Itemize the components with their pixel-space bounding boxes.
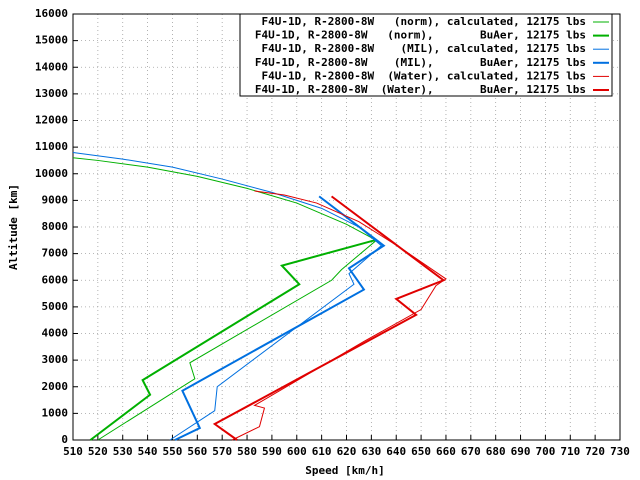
- x-tick-label: 590: [262, 445, 282, 458]
- data-line: [212, 195, 446, 441]
- y-tick-label: 0: [61, 433, 68, 446]
- x-tick-label: 670: [461, 445, 481, 458]
- x-tick-label: 540: [138, 445, 158, 458]
- y-tick-label: 8000: [42, 220, 69, 233]
- x-tick-label: 620: [337, 445, 357, 458]
- legend-label: F4U-1D, R-2800-8W (norm), calculated, 12…: [261, 15, 586, 28]
- y-axis-label: Altitude [km]: [7, 184, 20, 270]
- x-tick-label: 580: [237, 445, 257, 458]
- y-tick-label: 15000: [35, 34, 68, 47]
- x-tick-label: 560: [187, 445, 207, 458]
- y-tick-label: 5000: [42, 300, 69, 313]
- x-axis-label: Speed [km/h]: [305, 464, 384, 477]
- data-line: [89, 238, 377, 441]
- y-tick-label: 12000: [35, 114, 68, 127]
- data-line: [174, 195, 386, 441]
- y-tick-label: 9000: [42, 193, 69, 206]
- legend-label: F4U-1D, R-2800-8W (MIL), BuAer, 12175 lb…: [255, 56, 586, 69]
- y-tick-label: 6000: [42, 273, 69, 286]
- x-tick-label: 630: [361, 445, 381, 458]
- y-tick-label: 4000: [42, 327, 69, 340]
- x-tick-label: 720: [585, 445, 605, 458]
- x-tick-label: 660: [436, 445, 456, 458]
- data-line: [72, 157, 378, 441]
- data-line: [231, 190, 447, 441]
- y-tick-label: 11000: [35, 140, 68, 153]
- x-tick-label: 730: [610, 445, 630, 458]
- y-tick-label: 1000: [42, 406, 69, 419]
- legend-label: F4U-1D, R-2800-8W (norm), BuAer, 12175 l…: [255, 29, 586, 42]
- x-tick-label: 530: [113, 445, 133, 458]
- x-tick-label: 510: [63, 445, 83, 458]
- x-tick-label: 650: [411, 445, 431, 458]
- y-tick-label: 2000: [42, 380, 69, 393]
- legend-label: F4U-1D, R-2800-8W (Water), BuAer, 12175 …: [255, 83, 586, 96]
- y-tick-label: 16000: [35, 7, 68, 20]
- legend-label: F4U-1D, R-2800-8W (MIL), calculated, 121…: [261, 42, 586, 55]
- x-tick-label: 690: [511, 445, 531, 458]
- y-tick-label: 10000: [35, 167, 68, 180]
- x-tick-label: 680: [486, 445, 506, 458]
- x-tick-label: 700: [535, 445, 555, 458]
- y-tick-label: 3000: [42, 353, 69, 366]
- data-line: [72, 151, 383, 441]
- x-tick-label: 640: [386, 445, 406, 458]
- y-tick-label: 14000: [35, 60, 68, 73]
- legend-box: [239, 13, 613, 97]
- x-tick-label: 520: [88, 445, 108, 458]
- x-tick-label: 600: [287, 445, 307, 458]
- x-tick-label: 610: [312, 445, 332, 458]
- x-tick-label: 550: [163, 445, 183, 458]
- y-tick-label: 7000: [42, 247, 69, 260]
- y-tick-label: 13000: [35, 87, 68, 100]
- legend-label: F4U-1D, R-2800-8W (Water), calculated, 1…: [261, 69, 586, 82]
- x-tick-label: 570: [212, 445, 232, 458]
- x-tick-label: 710: [560, 445, 580, 458]
